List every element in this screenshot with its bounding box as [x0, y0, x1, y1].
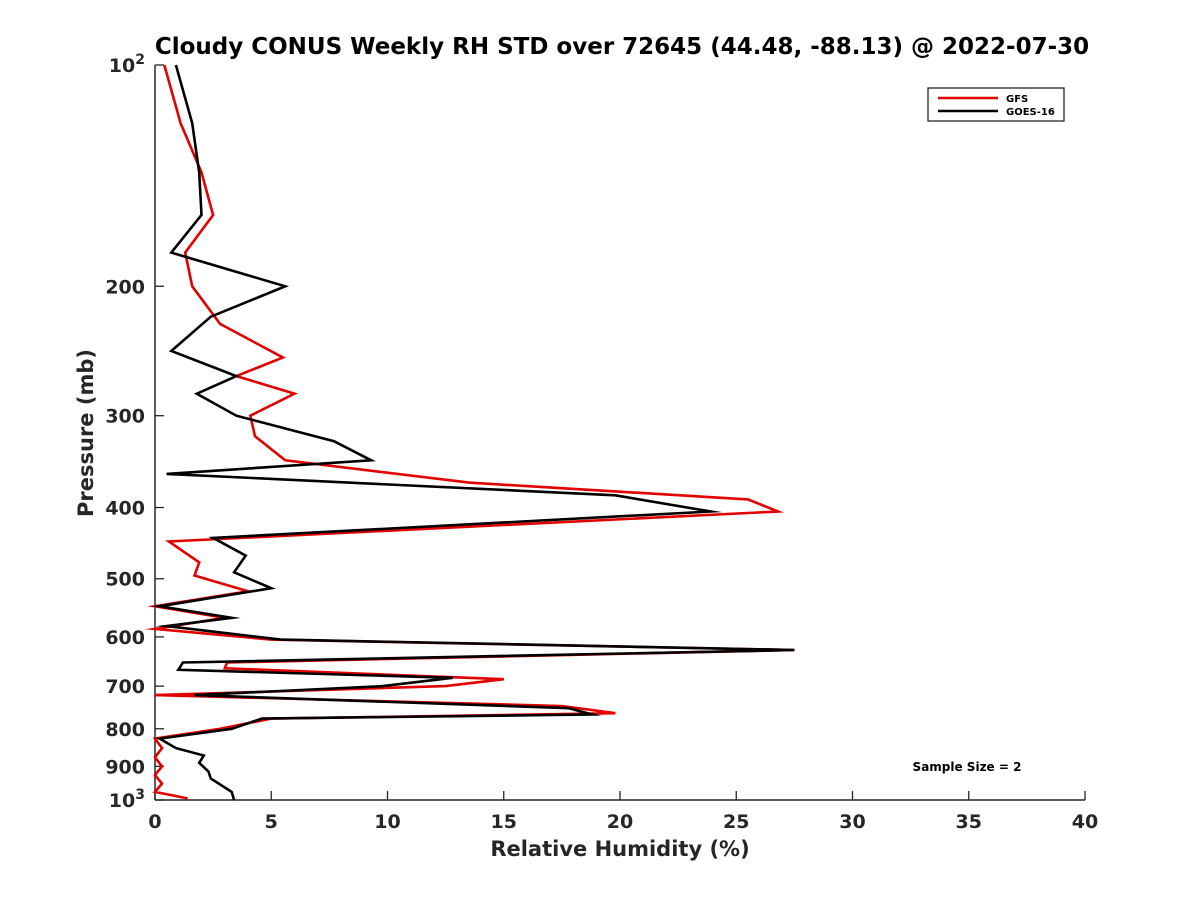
y-tick-label: 200: [105, 276, 145, 298]
x-tick-label: 40: [1072, 811, 1098, 833]
x-tick-label: 0: [148, 811, 161, 833]
chart-title: Cloudy CONUS Weekly RH STD over 72645 (4…: [155, 34, 1089, 60]
y-tick-label: 300: [105, 406, 145, 428]
y-tick-label: 400: [105, 498, 145, 520]
x-tick-label: 25: [723, 811, 749, 833]
legend-entry: GOES-16: [1006, 107, 1055, 118]
y-tick-label: 102: [109, 52, 145, 77]
x-tick-label: 15: [491, 811, 517, 833]
x-axis-ticks: 0 5 10 15 20 25 30 35 40: [148, 791, 1098, 833]
y-tick-label: 103: [109, 787, 145, 812]
x-axis-label: Relative Humidity (%): [490, 837, 749, 861]
x-tick-label: 10: [374, 811, 400, 833]
x-tick-label: 35: [956, 811, 982, 833]
y-tick-label: 800: [105, 719, 145, 741]
x-tick-label: 20: [607, 811, 633, 833]
legend-entry: GFS: [1006, 94, 1028, 105]
y-tick-label: 700: [105, 676, 145, 698]
y-axis-ticks: 102 200 300 400 500 600 700 800 900 103: [105, 52, 164, 812]
series-line-goes-16: [151, 64, 795, 801]
x-tick-label: 30: [839, 811, 865, 833]
y-axis-label: Pressure (mb): [74, 349, 98, 517]
sample-size-annotation: Sample Size = 2: [913, 760, 1022, 774]
legend: GFS GOES-16: [927, 87, 1065, 122]
y-tick-label: 900: [105, 756, 145, 778]
y-tick-label: 500: [105, 569, 145, 591]
series-layer: [144, 64, 795, 801]
y-tick-label: 600: [105, 627, 145, 649]
legend-box: [927, 87, 1065, 122]
x-tick-label: 5: [265, 811, 278, 833]
